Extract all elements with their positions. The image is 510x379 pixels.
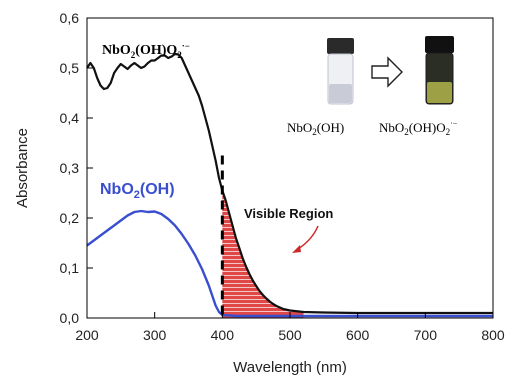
x-tick-label: 500 xyxy=(278,327,302,343)
vial-left-label: NbO2(OH) xyxy=(287,120,344,137)
x-tick-label: 700 xyxy=(414,327,438,343)
y-tick-label: 0,1 xyxy=(60,260,80,276)
blue-series-label: NbO2(OH) xyxy=(100,181,175,201)
x-tick-label: 400 xyxy=(211,327,235,343)
y-tick-label: 0,3 xyxy=(60,160,80,176)
y-tick-label: 0,0 xyxy=(60,310,80,326)
y-tick-label: 0,5 xyxy=(60,60,80,76)
y-axis-title: Absorbance xyxy=(14,128,31,208)
visible-region-label: Visible Region xyxy=(244,206,333,221)
x-axis-title: Wavelength (nm) xyxy=(233,359,347,376)
vial-right-label: NbO2(OH)O2·− xyxy=(379,119,458,137)
y-tick-label: 0,4 xyxy=(60,110,80,126)
y-tick-label: 0,2 xyxy=(60,210,80,226)
x-tick-label: 600 xyxy=(346,327,370,343)
visible-region-arrow xyxy=(297,225,319,250)
series-line-nbo2-oh-o2 xyxy=(86,52,493,315)
x-tick-label: 200 xyxy=(75,327,99,343)
visible-region-arrowhead xyxy=(292,245,301,253)
transition-arrow-icon xyxy=(371,56,403,88)
x-tick-label: 800 xyxy=(481,327,505,343)
series-line-nbo2-oh xyxy=(86,209,493,318)
visible-region-shading xyxy=(222,190,304,318)
black-series-label: NbO2(OH)O2·− xyxy=(102,41,190,60)
y-tick-label: 0,6 xyxy=(60,10,80,26)
x-tick-label: 300 xyxy=(143,327,167,343)
vial-right xyxy=(425,36,454,105)
vial-left xyxy=(327,38,354,105)
